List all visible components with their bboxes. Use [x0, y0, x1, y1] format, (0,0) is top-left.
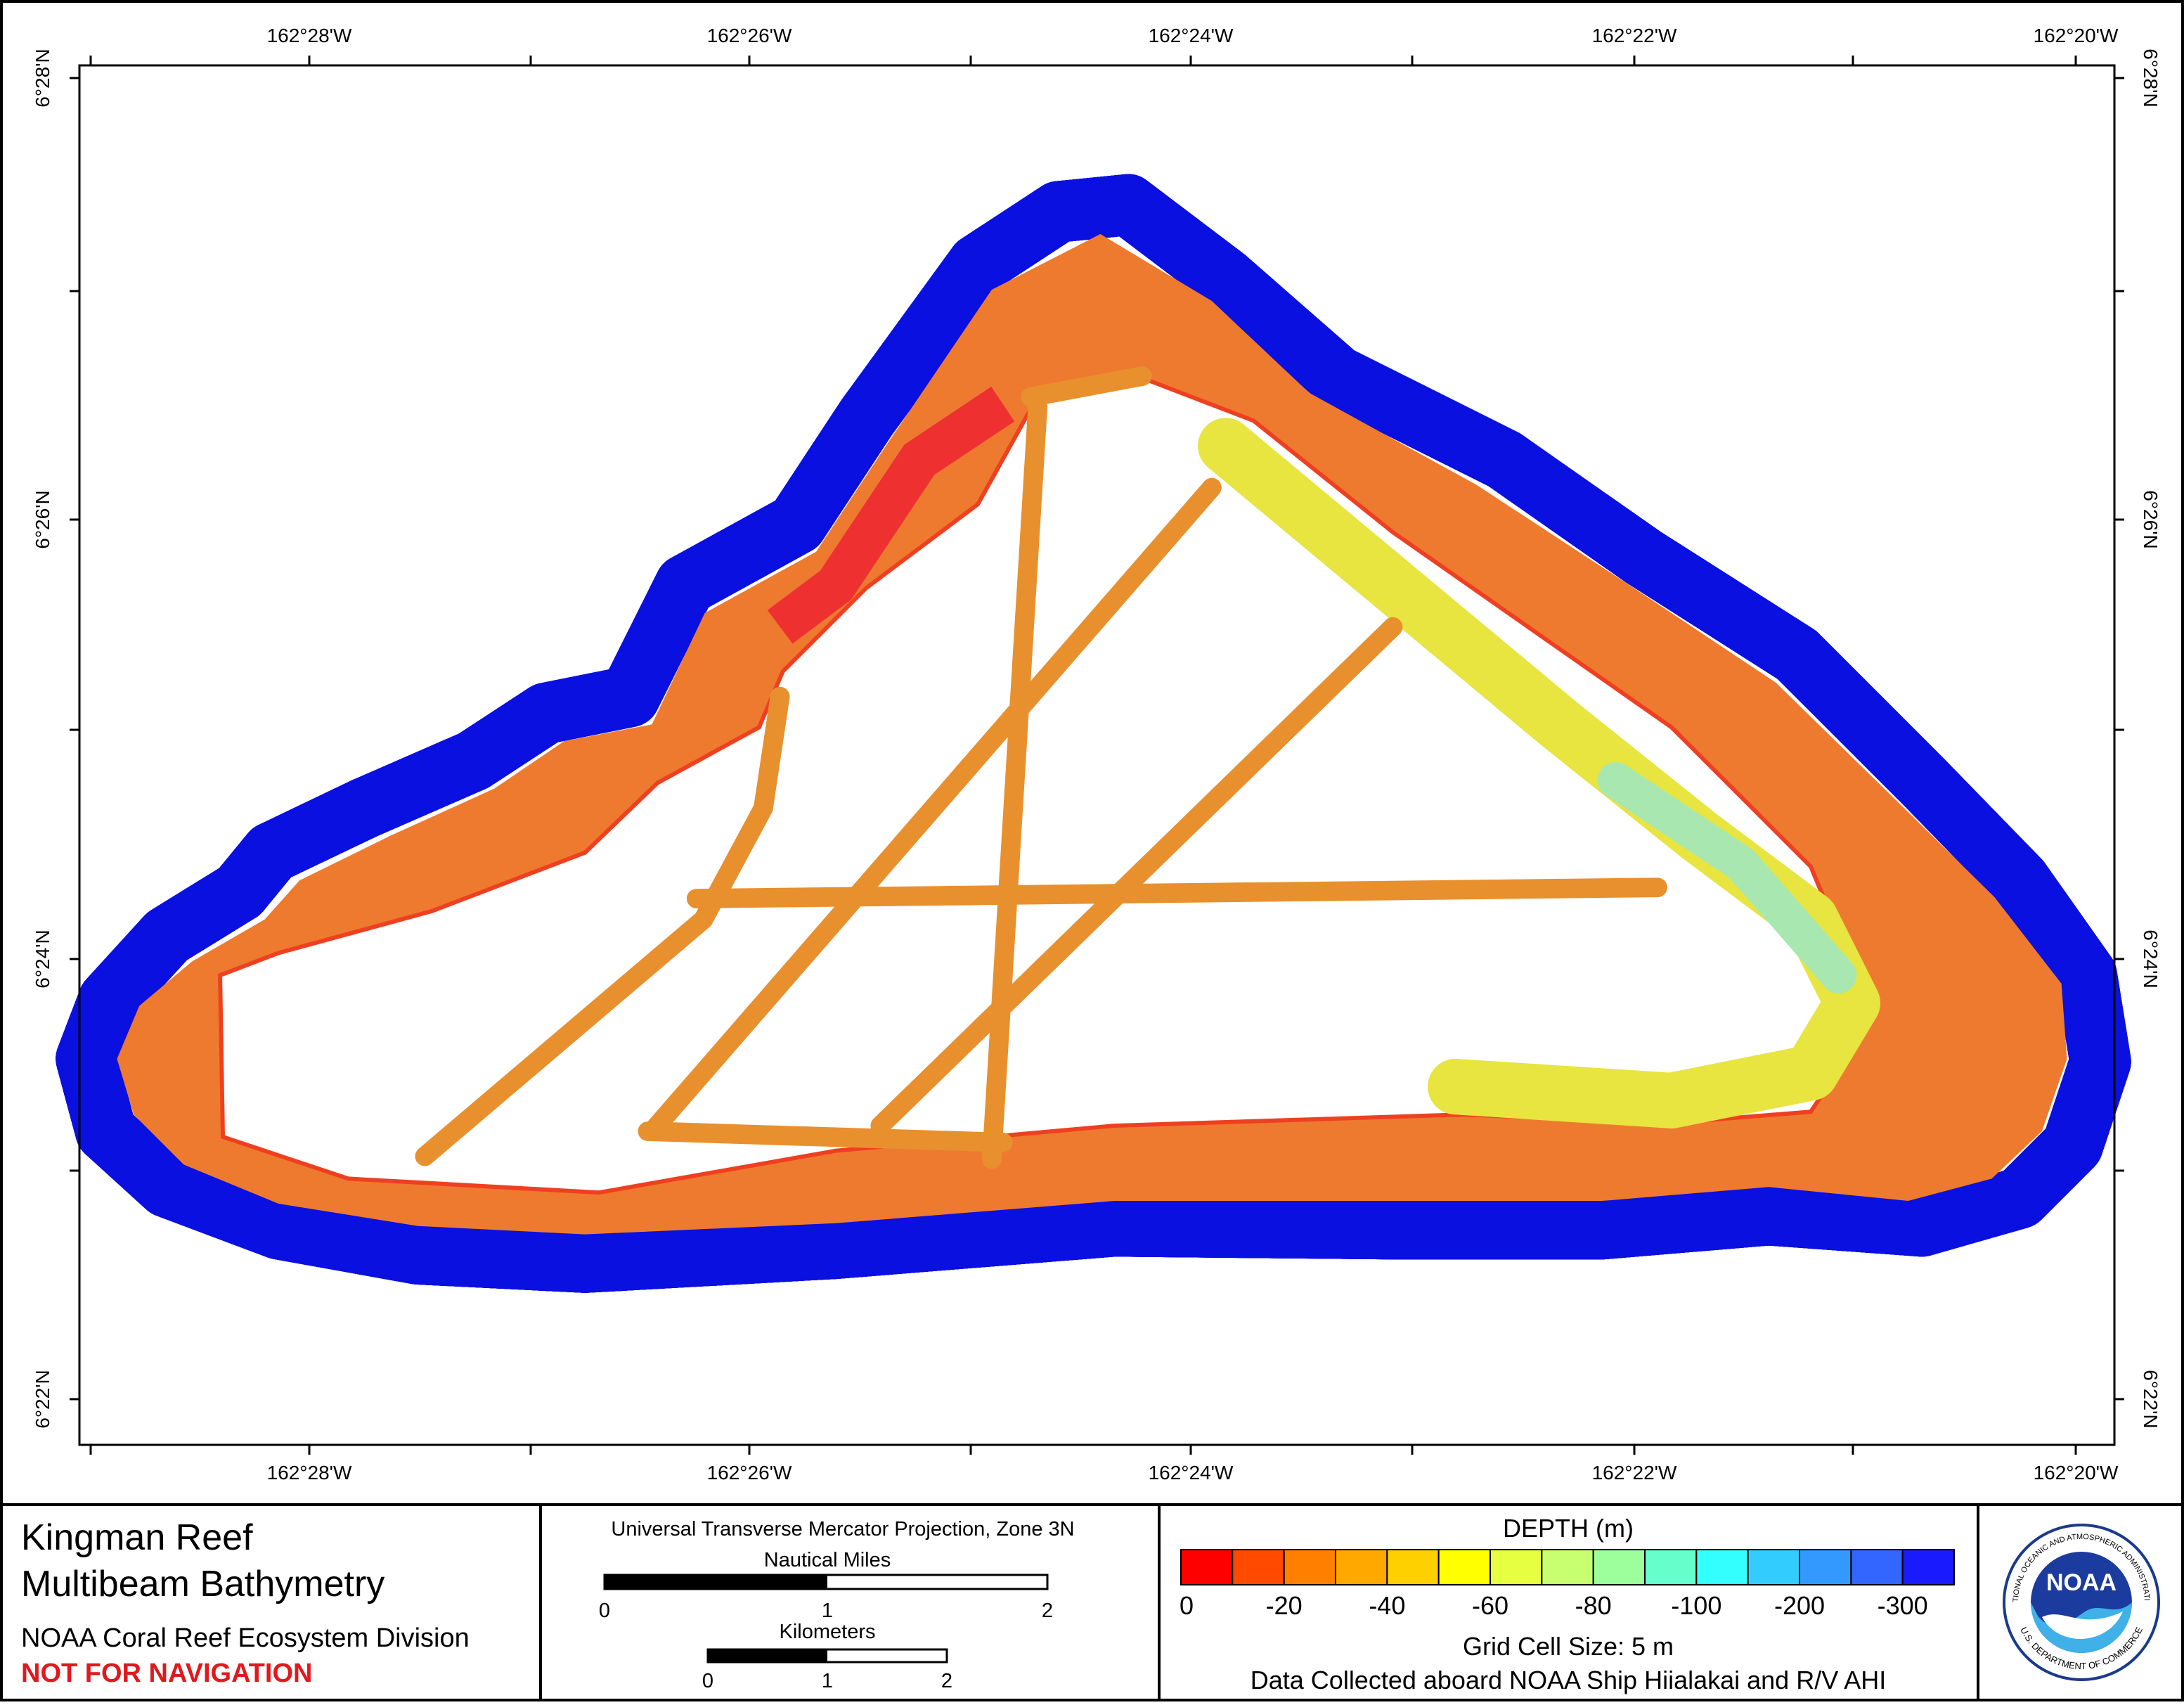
lon-tick-label: 162°24'W [1149, 1462, 1234, 1484]
lon-tick-label: 162°24'W [1149, 25, 1234, 46]
scale-title: Kilometers [780, 1621, 876, 1643]
color-swatch [1644, 1549, 1698, 1585]
legend-label: -300 [1878, 1591, 1928, 1620]
logo-gull [2042, 1611, 2123, 1640]
color-swatch [1592, 1549, 1646, 1585]
lon-tick-label: 162°26'W [707, 1462, 792, 1484]
lon-tick-label: 162°28'W [267, 25, 352, 46]
lat-tick-label: 6°26'N [2140, 490, 2162, 548]
color-swatch [1232, 1549, 1285, 1585]
data-source: Data Collected aboard NOAA Ship Hiialaka… [1251, 1666, 1886, 1694]
scale-label: 2 [1042, 1600, 1053, 1622]
warning: NOT FOR NAVIGATION [21, 1659, 312, 1688]
scale-title: Nautical Miles [764, 1549, 891, 1571]
lat-tick-label: 6°22'N [2140, 1370, 2162, 1428]
color-swatch [1335, 1549, 1388, 1585]
color-swatch [1437, 1549, 1491, 1585]
scale-label: 2 [941, 1670, 952, 1692]
colorbar: 0 -20 -40 -60 -80 -100 -200 -300 [1180, 1549, 1956, 1620]
scale-bar-segment [708, 1649, 827, 1662]
legend-title: DEPTH (m) [1503, 1514, 1634, 1543]
lat-tick-label: 6°26'N [32, 490, 53, 548]
legend-label: -200 [1774, 1591, 1825, 1620]
logo-text: NOAA [2046, 1569, 2117, 1596]
lat-tick-label: 6°22'N [32, 1370, 53, 1428]
lon-tick-label: 162°28'W [267, 1462, 352, 1484]
lon-tick-label: 162°22'W [1592, 1462, 1677, 1484]
legend-label: -20 [1266, 1591, 1303, 1620]
bathymetry [56, 174, 2131, 1293]
transects [415, 366, 1667, 1169]
lon-tick-label: 162°26'W [707, 25, 792, 46]
scale-label: 1 [822, 1670, 833, 1692]
color-swatch [1490, 1549, 1543, 1585]
lon-tick-label: 162°20'W [2034, 25, 2119, 46]
color-swatch [1799, 1549, 1852, 1585]
legend-label: 0 [1180, 1591, 1194, 1620]
legend-label: -40 [1369, 1591, 1405, 1620]
color-swatch [1386, 1549, 1440, 1585]
reef-rim [56, 174, 2131, 1293]
legend-label: -80 [1575, 1591, 1612, 1620]
color-swatch [1541, 1549, 1594, 1585]
map-subtitle: Multibeam Bathymetry [21, 1564, 385, 1604]
lat-tick-label: 6°28'N [32, 49, 53, 107]
lon-tick-label: 162°20'W [2034, 1462, 2119, 1484]
color-swatch [1283, 1549, 1336, 1585]
organization: NOAA Coral Reef Ecosystem Division [21, 1623, 470, 1653]
color-swatch [1747, 1549, 1801, 1585]
scale-labels: 0 1 2 0 1 2 [599, 1600, 1053, 1692]
lon-tick-label: 162°22'W [1592, 25, 1677, 46]
projection: Universal Transverse Mercator Projection… [611, 1518, 1074, 1540]
color-swatch [1850, 1549, 1904, 1585]
scale-label: 0 [702, 1670, 713, 1692]
map-frame [78, 64, 2116, 1446]
map-title: Kingman Reef [21, 1517, 253, 1558]
legend-label: -60 [1472, 1591, 1508, 1620]
scale-label: 0 [599, 1600, 610, 1622]
color-swatch [1180, 1549, 1234, 1585]
scale-label: 1 [822, 1600, 833, 1622]
color-swatch [1901, 1549, 1956, 1585]
color-swatch [1695, 1549, 1749, 1585]
scale-bar-segment [605, 1575, 827, 1589]
grid-cell: Grid Cell Size: 5 m [1463, 1632, 1674, 1661]
graticule-ticks [70, 56, 2124, 1455]
legend-label: -100 [1671, 1591, 1721, 1620]
lat-tick-label: 6°24'N [2140, 929, 2162, 988]
lat-tick-label: 6°24'N [32, 929, 53, 988]
shallow-patch [767, 386, 1015, 644]
east-reef-deep [1597, 761, 1857, 993]
lat-tick-label: 6°28'N [2140, 49, 2162, 107]
